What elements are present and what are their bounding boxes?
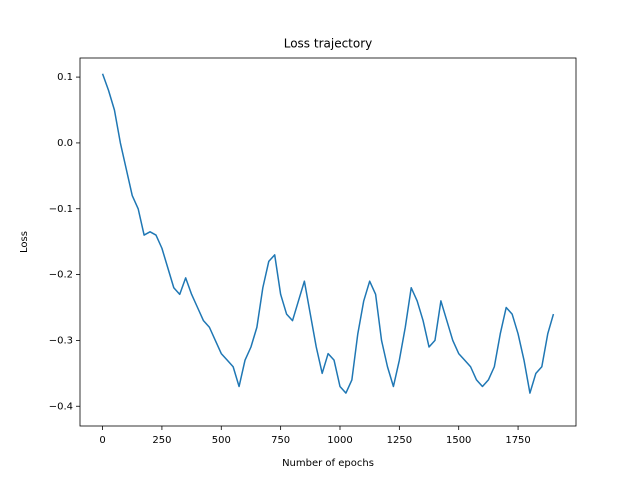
x-tick-label: 750 — [271, 435, 290, 446]
x-tick-label: 1750 — [505, 435, 530, 446]
chart-title: Loss trajectory — [284, 37, 373, 51]
x-axis-label: Number of epochs — [282, 458, 374, 469]
y-tick-label: −0.3 — [49, 335, 73, 346]
y-tick-label: −0.4 — [49, 401, 73, 412]
x-tick-label: 250 — [152, 435, 171, 446]
loss-line — [101, 73, 555, 394]
y-tick-label: 0.1 — [57, 72, 73, 83]
y-tick-label: −0.2 — [49, 270, 73, 281]
x-tick-label: 1000 — [327, 435, 352, 446]
x-tick-label: 1250 — [387, 435, 412, 446]
x-tick-label: 500 — [212, 435, 231, 446]
x-tick-label: 1500 — [446, 435, 471, 446]
y-axis-label: Loss — [19, 231, 30, 253]
plot-frame — [79, 57, 577, 427]
y-tick-label: −0.1 — [49, 204, 73, 215]
y-tick-label: 0.0 — [57, 138, 73, 149]
x-tick-label: 0 — [99, 435, 105, 446]
